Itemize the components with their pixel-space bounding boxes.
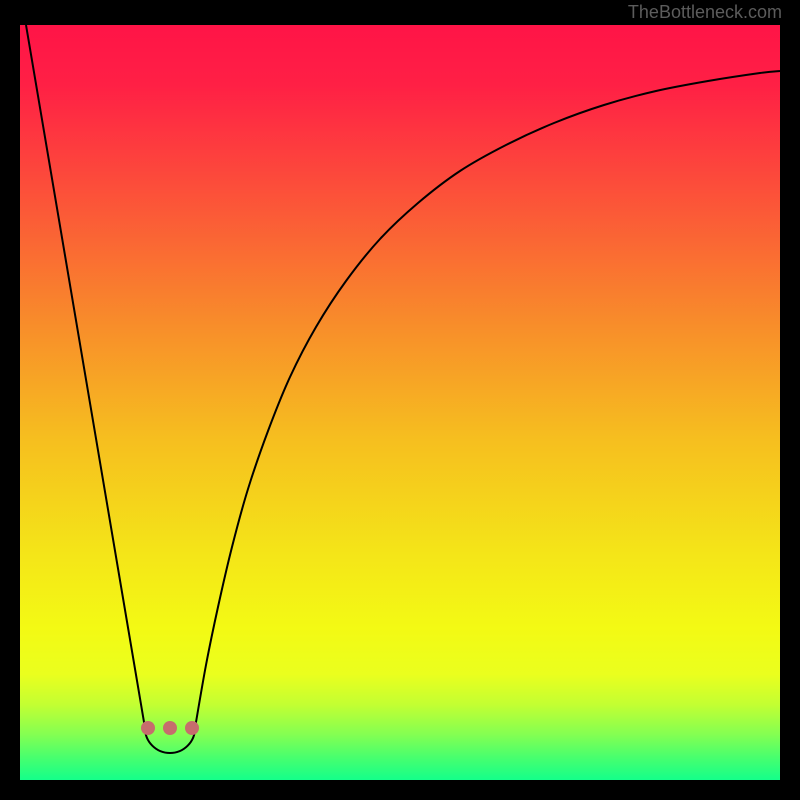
plot-area <box>20 25 780 780</box>
minimum-marker <box>185 721 199 735</box>
minimum-markers-group <box>141 721 199 735</box>
minimum-marker <box>141 721 155 735</box>
attribution-text: TheBottleneck.com <box>628 2 782 23</box>
minimum-marker <box>163 721 177 735</box>
chart-svg <box>20 25 780 780</box>
chart-container: TheBottleneck.com <box>0 0 800 800</box>
